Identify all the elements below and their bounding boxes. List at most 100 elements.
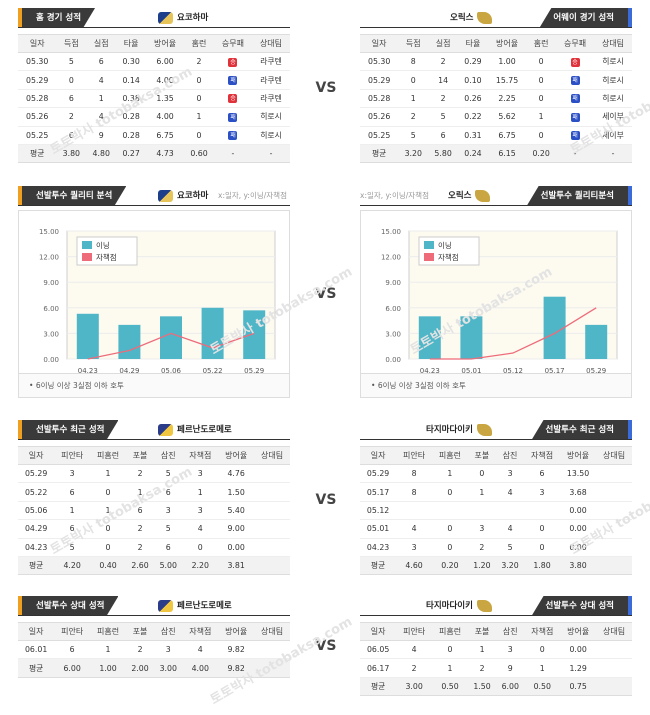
table-cell: 1 [90, 640, 126, 660]
average-cell: 0.20 [526, 144, 557, 164]
team-label: 요코하마 [158, 186, 208, 206]
average-cell: 6.00 [496, 677, 525, 697]
table-cell: 06.01 [18, 640, 55, 660]
recent-table: 일자 피안타 피홈런 포볼 삼진 자책점 방어율 상대팀 05.29 8 1 0 3 6 13.50 05.1… [360, 446, 632, 576]
table-cell [254, 464, 290, 484]
table-cell: 5 [428, 107, 459, 127]
table-cell: 2 [428, 89, 459, 109]
yokohama-logo-icon [158, 190, 173, 202]
table-cell: 04.23 [360, 538, 397, 557]
x-tick-label: 05.06 [161, 367, 182, 373]
team-label: 페르난도로메로 [158, 596, 232, 616]
recent-tab: 선발투수 최근 성적 [531, 420, 632, 440]
table-row: 05.25 6 9 0.28 6.75 0 패 히로시 [18, 126, 290, 145]
column-header: 삼진 [495, 446, 525, 465]
table-cell: 0.00 [218, 538, 255, 557]
table-cell: 4 [495, 519, 525, 539]
legend-swatch-earned-runs [82, 253, 92, 261]
team-name: 오릭스 [450, 13, 474, 23]
table-cell: 5.40 [218, 501, 255, 521]
average-cell: 1.50 [467, 677, 497, 697]
x-tick-label: 04.23 [78, 367, 98, 373]
table-cell: 0 [184, 70, 214, 90]
column-header: 피홈런 [432, 622, 468, 641]
column-header: 방어율 [559, 446, 597, 465]
footnote-text: 6이닝 이상 3실점 이하 호투 [35, 381, 124, 390]
table-cell: 05.25 [360, 126, 399, 145]
table-cell: 6.75 [487, 126, 527, 145]
column-header: 일자 [360, 622, 397, 641]
table-cell: 6 [56, 89, 87, 109]
table-row: 04.23 3 0 2 5 0 0.00 [360, 538, 632, 557]
average-cell [596, 677, 632, 697]
orix-logo-icon [477, 12, 493, 24]
column-header: 일자 [18, 622, 55, 641]
average-cell: 3.20 [398, 144, 429, 164]
result-cell: 패 [556, 126, 594, 145]
table-cell: 0 [467, 464, 496, 484]
result-cell: 승 [556, 52, 594, 72]
table-cell [596, 658, 632, 678]
table-cell: 0.00 [559, 538, 597, 557]
table-cell: 05.01 [360, 519, 397, 539]
table-row: 06.17 2 1 2 9 1 1.29 [360, 658, 632, 678]
table-cell: 라쿠텐 [251, 89, 290, 109]
table-cell: 히로시 [594, 52, 632, 72]
result-cell: 패 [556, 107, 594, 127]
average-cell: 3.20 [495, 556, 525, 576]
table-cell: 6 [125, 501, 155, 521]
y-tick-label: 15.00 [39, 228, 59, 236]
table-cell: 5 [54, 538, 91, 557]
average-cell: 9.82 [218, 658, 255, 678]
table-cell: 0 [526, 126, 557, 145]
average-cell: 평균 [360, 677, 397, 697]
table-cell: 히로시 [594, 89, 632, 109]
x-tick-label: 05.01 [461, 367, 481, 373]
table-cell: 05.29 [360, 70, 399, 90]
y-tick-label: 6.00 [43, 305, 59, 313]
quality-chart: 15.00 12.00 9.00 6.00 3.00 0.00 04.23 05.01 05.1… [381, 228, 618, 375]
table-cell [396, 501, 432, 521]
table-cell [254, 501, 290, 521]
table-cell: 9 [496, 658, 525, 678]
average-cell [254, 658, 290, 678]
table-cell: 0.22 [458, 107, 488, 127]
table-cell: 3.68 [559, 482, 597, 502]
table-row: 05.30 5 6 0.30 6.00 2 승 라쿠텐 [18, 52, 290, 72]
table-cell: 1 [182, 482, 219, 502]
column-header: 포볼 [125, 622, 155, 641]
table-cell: 1 [86, 89, 117, 109]
axis-note: x:일자, y:이닝/자책점 [218, 191, 287, 200]
column-header: 포볼 [125, 446, 155, 465]
table-cell: 2 [125, 519, 155, 539]
average-cell: 1.80 [524, 556, 560, 576]
result-cell: 패 [556, 70, 594, 90]
vs-label: VS [315, 638, 337, 654]
table-row: 05.17 8 0 1 4 3 3.68 [360, 482, 632, 502]
table-cell: 05.17 [360, 482, 397, 502]
average-cell: - [213, 144, 252, 164]
table-cell: 세이부 [594, 126, 632, 145]
column-header: 홈런 [184, 34, 214, 53]
table-cell: 8 [396, 482, 432, 502]
result-badge-win: 패 [570, 112, 580, 122]
average-row: 평균 6.00 1.00 2.00 3.00 4.00 9.82 [18, 658, 290, 678]
table-cell: 6 [54, 640, 91, 660]
table-row: 05.30 8 2 0.29 1.00 0 승 히로시 [360, 52, 632, 72]
table-cell: 1 [524, 658, 561, 678]
table-cell: 0.00 [560, 640, 597, 660]
column-header: 상대팀 [596, 446, 632, 465]
orix-logo-icon [475, 190, 491, 202]
table-cell: 9.00 [218, 519, 255, 539]
table-cell: 05.30 [18, 52, 57, 72]
x-tick-label: 04.29 [119, 367, 139, 373]
legend-swatch-earned-runs [424, 253, 434, 261]
average-cell: 3.80 [559, 556, 597, 576]
average-cell: 평균 [360, 144, 399, 164]
pitcher-name: 타지마다이키 [426, 601, 473, 611]
table-cell: 0.14 [116, 70, 147, 90]
team-name: 오릭스 [448, 191, 472, 201]
average-cell: 4.80 [86, 144, 117, 164]
table-cell: 5 [495, 538, 525, 557]
column-header: 삼진 [154, 446, 183, 465]
